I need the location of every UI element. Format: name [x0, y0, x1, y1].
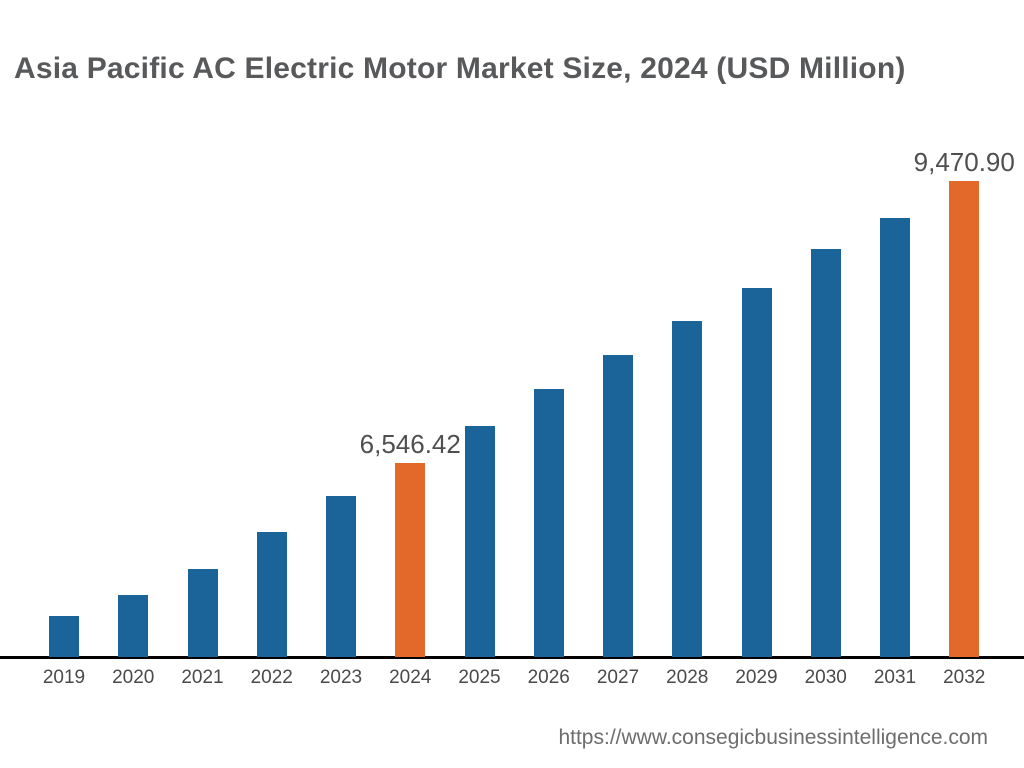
- bar-2025: [464, 426, 495, 657]
- bar-2019: [49, 616, 79, 657]
- bar-2020: [118, 595, 149, 657]
- x-axis-label-2028: 2028: [666, 667, 709, 688]
- x-axis-label-2025: 2025: [458, 667, 501, 688]
- bar-chart-plot-area: 2019 2020 2021 2022 2023 6,546.42 2024 2025 2026…: [0, 147, 1024, 688]
- bar-2032: [949, 181, 980, 657]
- x-axis-line: [0, 656, 1024, 659]
- chart-title: Asia Pacific AC Electric Motor Market Si…: [14, 52, 906, 85]
- bar-2027: [603, 355, 633, 657]
- bar-2028: [672, 321, 703, 657]
- x-axis-label-2019: 2019: [42, 667, 86, 688]
- x-axis-label-2023: 2023: [319, 667, 363, 688]
- x-axis-label-2030: 2030: [804, 667, 847, 688]
- bar-2029: [741, 288, 772, 657]
- x-axis-label-2022: 2022: [250, 667, 293, 688]
- x-axis-label-2032: 2032: [943, 667, 986, 688]
- bar-2022: [256, 532, 287, 657]
- bar-2031: [880, 218, 910, 657]
- bar-2030: [810, 249, 841, 657]
- x-axis-label-2021: 2021: [181, 667, 224, 688]
- bar-value-label-2032: 9,470.90: [913, 147, 1015, 177]
- bar-2023: [326, 496, 356, 657]
- bar-value-label-2024: 6,546.42: [359, 429, 461, 459]
- bar-2021: [187, 569, 218, 657]
- x-axis-label-2024: 2024: [389, 667, 432, 688]
- x-axis-label-2020: 2020: [112, 667, 155, 688]
- bar-2026: [533, 389, 564, 657]
- x-axis-label-2029: 2029: [735, 667, 778, 688]
- bar-2024: [395, 463, 426, 657]
- x-axis-label-2026: 2026: [527, 667, 570, 688]
- x-axis-label-2031: 2031: [873, 667, 917, 688]
- x-axis-label-2027: 2027: [596, 667, 640, 688]
- footer-url: https://www.consegicbusinessintelligence…: [558, 726, 988, 749]
